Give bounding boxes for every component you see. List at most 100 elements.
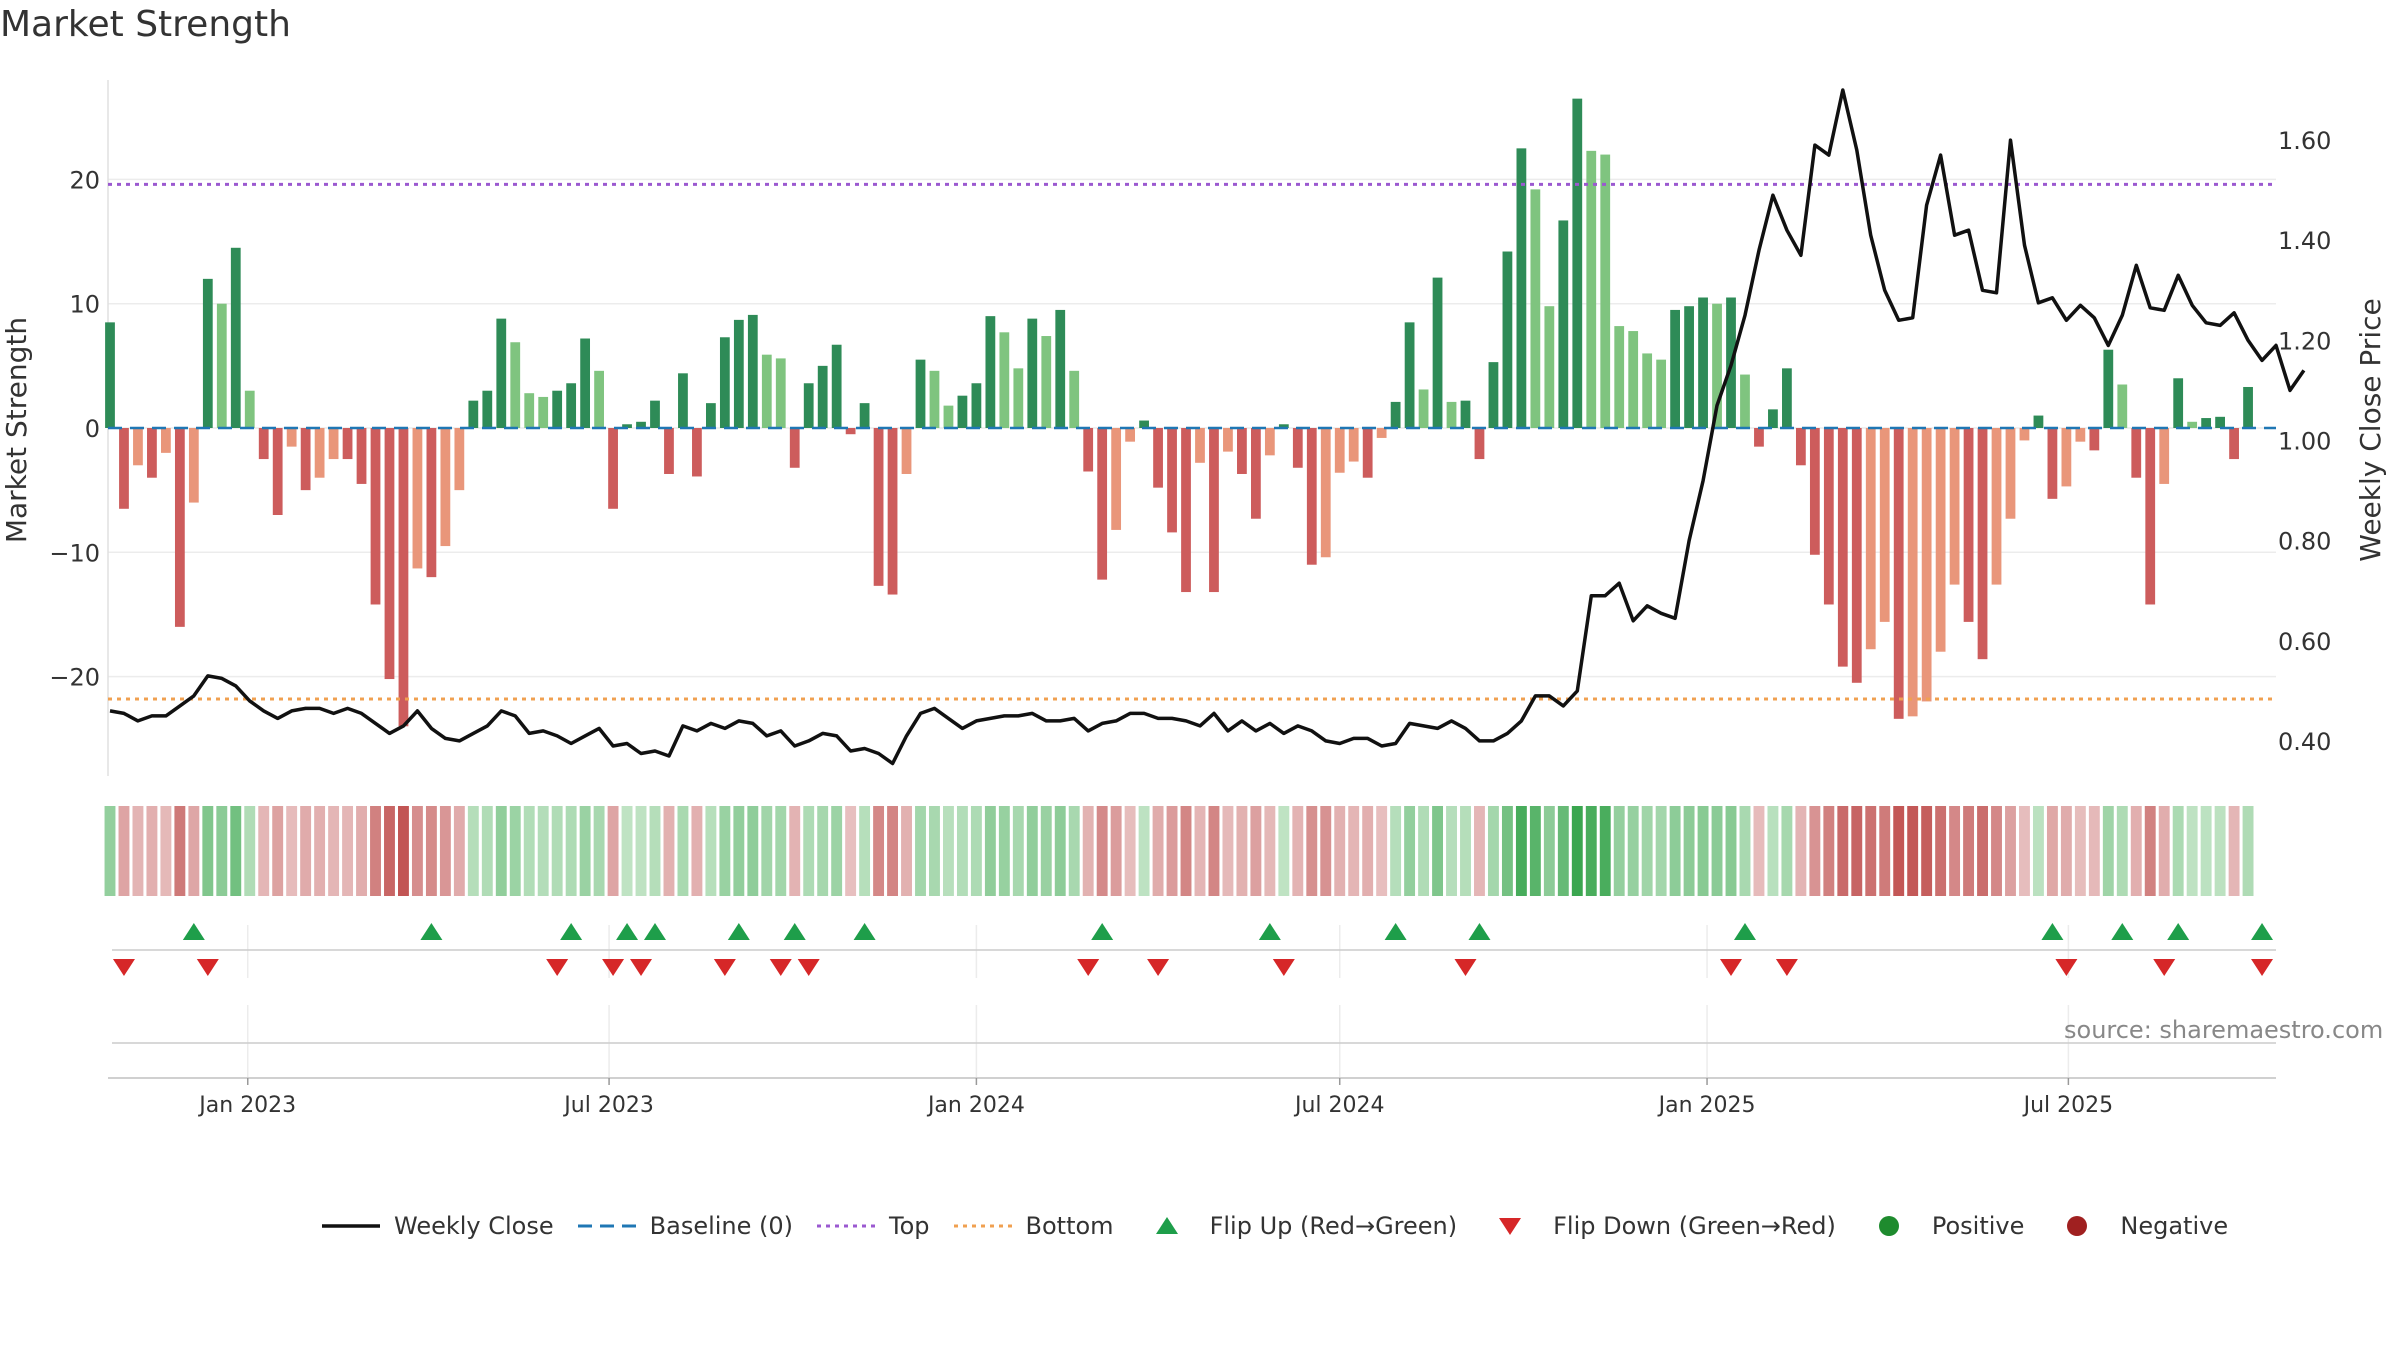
strength-bar (999, 332, 1010, 428)
strength-bar (1125, 428, 1136, 442)
strength-bar (1935, 428, 1946, 652)
flip-down-marker (1077, 959, 1100, 976)
heat-cell (621, 806, 633, 896)
heat-cell (1012, 806, 1024, 896)
strength-bar (1348, 428, 1359, 462)
heat-cell (1795, 806, 1807, 896)
heat-cell (1725, 806, 1737, 896)
heat-cell (593, 806, 605, 896)
heat-cell (1418, 806, 1430, 896)
x-tick-label: Jan 2024 (926, 1093, 1025, 1118)
heat-cell (370, 806, 381, 896)
heat-cell (2186, 806, 2198, 896)
heat-cell (970, 806, 982, 896)
strength-bar (2075, 428, 2086, 442)
strength-bar (831, 344, 842, 428)
heat-cell (1460, 806, 1471, 896)
heat-cell (1264, 806, 1276, 896)
heat-cell (1655, 806, 1667, 896)
strength-bar (985, 316, 996, 428)
flip-down-marker (1775, 959, 1798, 976)
heat-cell (286, 806, 298, 896)
strength-bar (2047, 428, 2058, 499)
y-axis-label: Market Strength (0, 317, 33, 543)
heat-cell (398, 806, 409, 896)
heat-cell (1585, 806, 1597, 896)
heat-cell (2060, 806, 2072, 896)
strength-bar (1782, 368, 1792, 428)
heat-cell (1152, 806, 1164, 896)
strength-bar (1083, 428, 1094, 472)
heat-cell (1334, 806, 1346, 896)
strength-bar (775, 358, 786, 428)
heat-cell (565, 806, 577, 896)
heat-cell (1641, 806, 1653, 896)
strength-bar (915, 359, 926, 428)
strength-bar (342, 428, 353, 460)
strength-bar (482, 390, 493, 428)
strength-bar (1977, 428, 1988, 660)
strength-bar (817, 365, 828, 428)
reference-lines (108, 182, 2276, 701)
heat-cell (314, 806, 326, 896)
legend-symbol-dot (953, 1224, 1012, 1228)
strength-bar (412, 428, 423, 569)
heat-cell (1138, 806, 1150, 896)
legend-label: Bottom (1025, 1212, 1114, 1240)
flip-up-marker (560, 923, 583, 940)
legend-item-positive: Positive (1858, 1212, 2024, 1240)
heat-cell (1571, 806, 1583, 896)
y2-tick-label: 0.80 (2278, 528, 2331, 556)
heat-cell (384, 806, 395, 896)
strength-bar (859, 403, 870, 428)
heat-cell (649, 806, 661, 896)
heat-cell (1529, 806, 1541, 896)
legend-symbol-tri-down (1499, 1218, 1522, 1235)
strength-bar (1195, 428, 1205, 463)
strength-bar (1502, 251, 1513, 428)
strength-bar (133, 428, 143, 466)
strength-bar (1600, 154, 1611, 429)
heat-cell (1278, 806, 1290, 896)
heat-cell (1026, 806, 1038, 896)
legend-label: Negative (2120, 1212, 2229, 1240)
flip-up-marker (727, 923, 750, 940)
strength-bar (873, 428, 884, 586)
strength-bar (733, 319, 744, 428)
heat-cell (1292, 806, 1304, 896)
flip-up-marker (1733, 923, 1756, 940)
heat-cell (2074, 806, 2086, 896)
strength-bar (1516, 148, 1527, 428)
strength-bar (1278, 424, 1289, 428)
flip-up-marker (783, 923, 806, 940)
legend-symbol-line (322, 1224, 380, 1228)
legend-item-flip-up: Flip Up (Red→Green) (1136, 1212, 1457, 1240)
y-tick-label: 0 (85, 415, 100, 443)
heat-cell (1599, 806, 1611, 896)
strength-bar (608, 428, 618, 509)
heat-cell (1543, 806, 1555, 896)
heat-cell (1781, 806, 1793, 896)
y2-tick-label: 1.60 (2278, 127, 2331, 155)
legend-label: Flip Down (Green→Red) (1553, 1212, 1836, 1240)
strength-bar (454, 428, 465, 491)
strength-bar (188, 428, 199, 503)
strength-bar (1530, 189, 1541, 428)
heat-cell (1404, 806, 1416, 896)
strength-bar (1013, 368, 1024, 428)
flip-up-marker (420, 923, 443, 940)
y2-tick-label: 0.40 (2278, 728, 2331, 756)
strength-bar (216, 303, 227, 428)
heat-cell (2046, 806, 2058, 896)
heat-cell (1180, 806, 1192, 896)
heat-cell (761, 806, 773, 896)
strength-bar (1991, 428, 2002, 585)
strength-bar (1586, 150, 1597, 429)
strength-bar (1837, 428, 1848, 667)
flip-down-marker (546, 959, 569, 976)
heat-cell (1669, 806, 1681, 896)
heat-cell (1376, 806, 1388, 896)
strength-bar (664, 428, 674, 474)
strength-bar (1949, 428, 1960, 585)
heat-cell (1208, 806, 1220, 896)
